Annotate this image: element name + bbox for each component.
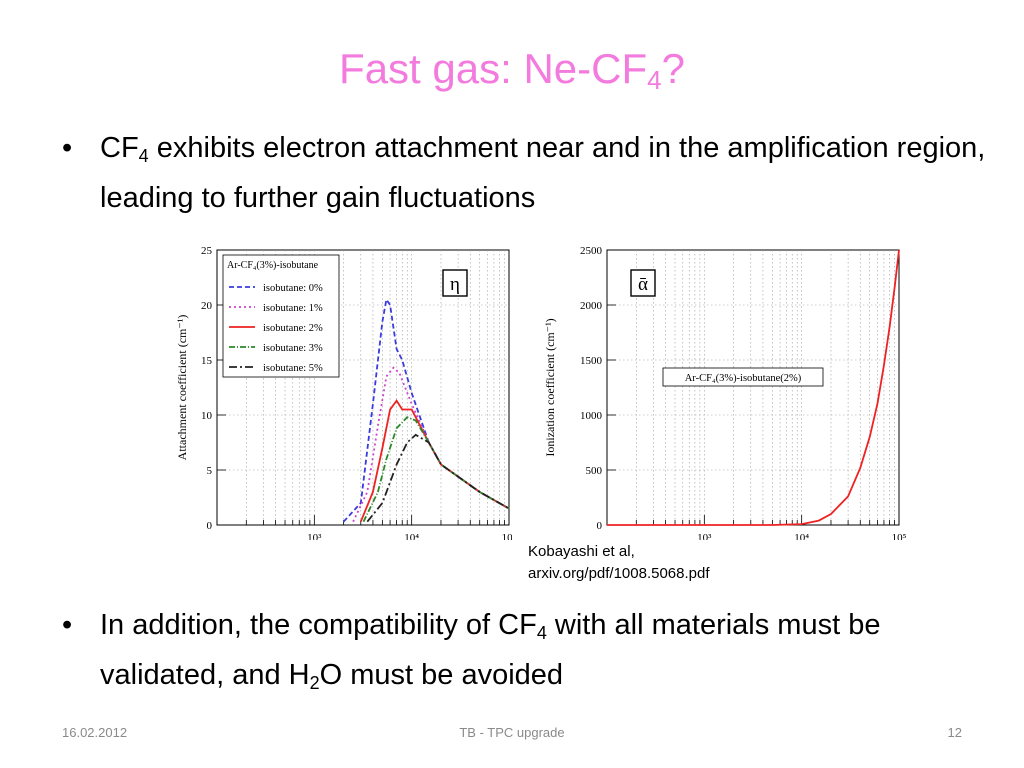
bullet-text: In addition, the compatibility of CF4 wi… (100, 609, 881, 693)
legend-title: Ar-CF₄(3%)-isobutane (227, 260, 319, 271)
citation-authors: Kobayashi et al, (528, 543, 635, 560)
symbol-label: ᾱ (638, 274, 648, 295)
y-tick-label: 10 (201, 410, 213, 422)
y-tick-label: 0 (597, 520, 603, 532)
slide-title: Fast gas: Ne-CF4? (339, 45, 685, 95)
legend-box (222, 254, 340, 378)
legend-label: isobutane: 3% (263, 343, 323, 354)
bullet-text: CF4 exhibits electron attachment near an… (100, 132, 986, 214)
y-tick-label: 500 (586, 465, 603, 477)
y-tick-label: 0 (207, 520, 213, 532)
ionization-coefficient-chart: 0500100015002000250010³10⁴10⁵E (V/cm)Ion… (543, 245, 907, 540)
y-tick-label: 25 (201, 245, 213, 257)
x-tick-label: 10⁵ (892, 532, 907, 540)
bullet-dot: • (62, 609, 73, 641)
y-tick-label: 2500 (580, 245, 603, 257)
bullet-dot: • (62, 132, 73, 164)
citation: Kobayashi et al, arxiv.org/pdf/1008.5068… (528, 541, 710, 585)
symbol-label: η (450, 274, 460, 295)
series-line (607, 249, 900, 526)
y-tick-label: 20 (201, 300, 213, 312)
y-axis-label: Ionization coefficient (cm⁻¹) (543, 318, 557, 456)
footer-date: 16.02.2012 (62, 725, 128, 740)
legend-box (662, 367, 824, 387)
attachment-coefficient-chart: 051015202510³10⁴10⁵E (V/cm)Attachment co… (175, 245, 512, 540)
citation-url: arxiv.org/pdf/1008.5068.pdf (528, 565, 710, 582)
series-line (366, 433, 510, 523)
y-tick-label: 15 (201, 355, 213, 367)
symbol-box (630, 269, 656, 297)
x-tick-label: 10⁴ (794, 532, 809, 540)
legend-label: isobutane: 5% (263, 363, 323, 374)
x-tick-label: 10³ (307, 532, 322, 540)
y-tick-label: 2000 (580, 300, 603, 312)
y-axis-label: Attachment coefficient (cm⁻¹) (175, 315, 189, 461)
x-tick-label: 10⁵ (502, 532, 512, 540)
footer-title: TB - TPC upgrade (459, 725, 565, 740)
symbol-box (442, 269, 468, 297)
series-line (342, 297, 510, 523)
x-tick-label: 10³ (697, 532, 712, 540)
legend-label: isobutane: 0% (263, 283, 323, 294)
y-tick-label: 1500 (580, 355, 603, 367)
legend-label: isobutane: 2% (263, 323, 323, 334)
legend-label: isobutane: 1% (263, 303, 323, 314)
y-tick-label: 1000 (580, 410, 603, 422)
footer-page-number: 12 (947, 725, 962, 740)
y-tick-label: 5 (207, 465, 213, 477)
legend-title: Ar-CF₄(3%)-isobutane(2%) (685, 373, 802, 384)
x-tick-label: 10⁴ (404, 532, 419, 540)
